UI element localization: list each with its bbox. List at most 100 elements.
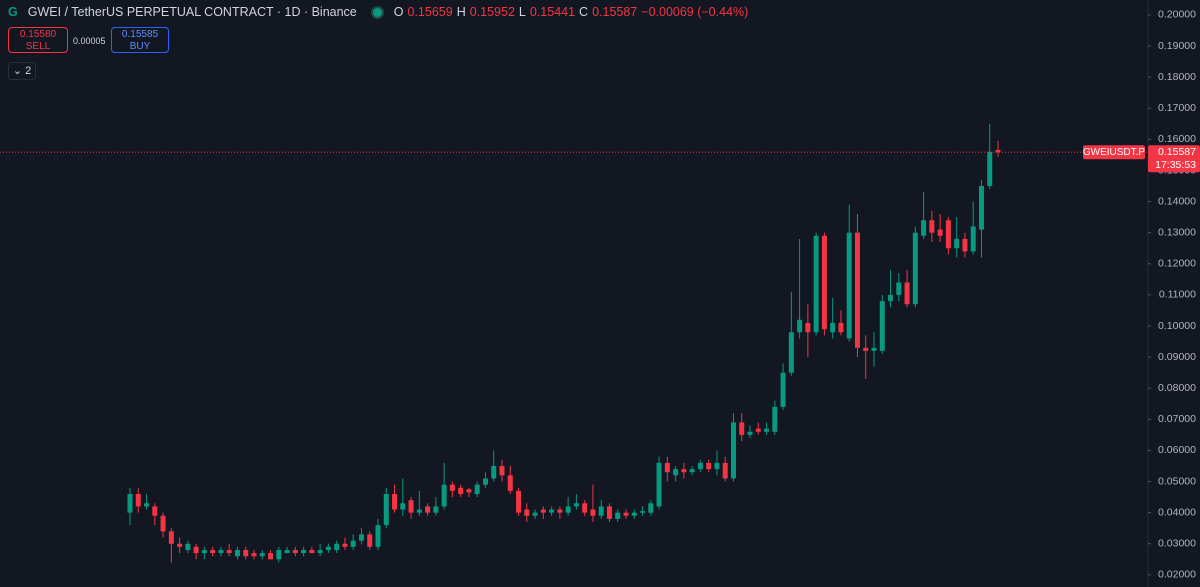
candle-body [408,500,414,513]
candle-body [218,549,224,554]
candle-body [441,484,447,507]
candle-body [135,493,141,507]
candle-body [317,549,323,554]
candle-body [582,503,588,513]
candle-body [689,469,695,473]
y-tick-label: 0.10000 [1158,320,1196,332]
candle-body [681,469,687,473]
y-tick-label: 0.07000 [1158,413,1196,425]
candle-body [912,232,918,305]
candle-body [896,282,902,295]
c-value: 0.15587 [592,5,638,19]
buy-button[interactable]: 0.15585 BUY [111,27,169,53]
y-tick-label: 0.09000 [1158,351,1196,363]
candle-body [425,506,431,513]
candle-body [201,549,207,554]
candle-body [706,462,712,470]
candle-body [640,511,646,513]
symbol-label: GWEIUSDT.P [1083,147,1146,158]
o-value: 0.15659 [407,5,453,19]
sell-price: 0.15580 [19,29,57,40]
candle-body [325,546,331,550]
candle-body [962,238,968,252]
h-value: 0.15952 [469,5,515,19]
candle-body [474,484,480,494]
y-tick-label: 0.17000 [1158,102,1196,114]
price-label-bg [1148,145,1200,173]
candle-body [177,543,183,547]
candle-body [516,490,522,513]
candle-body [392,493,398,510]
candle-body [482,478,488,485]
y-tick-label: 0.16000 [1158,133,1196,145]
candle-body [309,549,315,554]
indicators-toggle[interactable]: ⌄ 2 [8,62,36,80]
candle-body [400,503,406,510]
candle-body [904,282,910,305]
status-dot [370,5,384,19]
candle-body [540,509,546,513]
candle-body [664,462,670,473]
o-label: O [393,5,404,19]
y-tick-label: 0.14000 [1158,195,1196,207]
y-tick-label: 0.18000 [1158,71,1196,83]
candle-body [532,512,538,516]
candle-body [854,232,860,348]
candle-body [978,186,984,230]
candle-body [606,506,612,519]
candle-body [739,422,745,435]
price-label: 0.15587 [1158,146,1196,158]
candle-body [813,235,819,333]
candle-body [631,512,637,516]
candle-body [714,462,720,470]
candle-body [888,294,894,302]
candle-body [549,509,555,513]
candle-body [830,322,836,333]
candle-body [846,232,852,339]
candle-body [648,503,654,513]
buy-price: 0.15585 [121,29,159,40]
y-tick-label: 0.20000 [1158,9,1196,21]
candle-body [995,149,1001,153]
candle-body [821,235,827,330]
candle-body [573,503,579,507]
candle-body [152,506,158,516]
candle-body [334,543,340,550]
candle-body [499,465,505,476]
candle-body [863,347,869,351]
candle-body [730,422,736,479]
c-label: C [579,5,589,19]
candle-body [929,220,935,233]
candle-body [970,226,976,252]
candle-body [144,503,150,507]
title: GWEI / TetherUS PERPETUAL CONTRACT · 1D … [27,5,357,19]
candle-body [226,549,232,554]
candle-body [292,549,298,554]
candle-body [945,220,951,249]
candle-body [838,322,844,333]
candle-body [251,553,257,557]
candle-body [656,462,662,507]
candle-body [268,553,274,560]
candle-body [350,540,356,547]
candle-body [954,238,960,249]
header: G GWEI / TetherUS PERPETUAL CONTRACT · 1… [8,5,748,19]
change: −0.00069 (−0.44%) [641,5,749,19]
candle-body [524,509,530,516]
candle-body [466,489,472,493]
sell-button[interactable]: 0.15580 SELL [8,27,68,53]
candle-body [127,493,133,513]
candle-body [747,431,753,435]
y-tick-label: 0.04000 [1158,506,1196,518]
candle-body [871,347,877,351]
y-tick-label: 0.19000 [1158,40,1196,52]
candle-body [780,372,786,407]
candle-body [805,322,811,333]
candle-body [185,543,191,550]
candle-body [284,549,290,554]
spread: 0.00005 [73,36,106,46]
h-label: H [456,5,466,19]
candle-body [234,549,240,557]
candle-body [210,549,216,554]
